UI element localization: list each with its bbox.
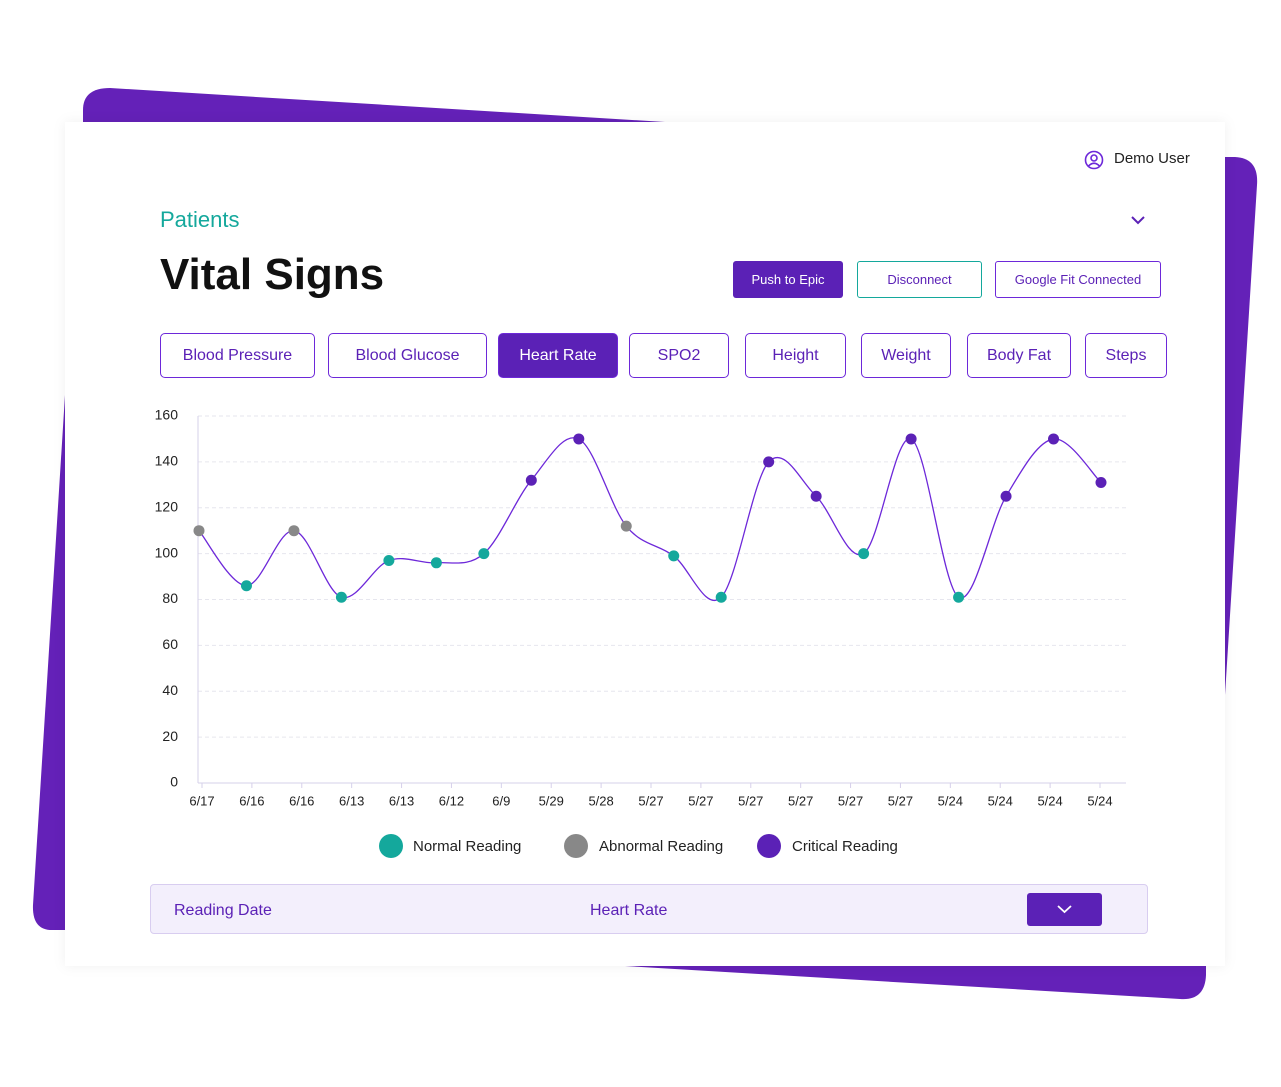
data-point [715,591,727,603]
x-tick-label: 6/16 [289,793,314,808]
data-point [858,548,870,560]
push-button[interactable]: Push to Epic [733,261,843,298]
tab[interactable]: Blood Glucose [328,333,487,378]
data-point [905,433,917,445]
data-point [668,550,680,562]
x-tick-label: 5/29 [539,793,564,808]
x-tick-label: 5/27 [688,793,713,808]
data-point [430,557,442,569]
legend-label: Normal Reading [413,838,521,855]
legend-swatch [379,834,403,858]
data-point [478,548,490,560]
tab[interactable]: SPO2 [629,333,729,378]
legend-swatch [564,834,588,858]
data-point [953,591,965,603]
x-tick-label: 5/28 [588,793,613,808]
tab[interactable]: Blood Pressure [160,333,315,378]
y-tick-label: 40 [162,682,178,698]
disconnect-button[interactable]: Disconnect [857,261,982,298]
x-tick-label: 5/27 [888,793,913,808]
tab[interactable]: Steps [1085,333,1167,378]
column-header[interactable]: Heart Rate [590,902,668,919]
chevron[interactable] [1130,214,1146,226]
data-point [193,525,205,537]
x-tick-label: 6/13 [389,793,414,808]
data-point [763,456,775,468]
x-tick-label: 5/24 [988,793,1013,808]
x-tick-label: 5/24 [1037,793,1062,808]
data-point [383,555,395,567]
tab[interactable]: Body Fat [967,333,1071,378]
data-point [525,474,537,486]
x-tick-label: 5/27 [788,793,813,808]
column-header[interactable]: Reading Date [174,902,272,919]
user-icon[interactable] [1083,149,1105,171]
tab[interactable]: Height [745,333,846,378]
tab[interactable]: Heart Rate [498,333,618,378]
x-tick-label: 5/24 [1087,793,1112,808]
y-tick-label: 140 [155,453,179,469]
x-tick-label: 5/27 [738,793,763,808]
x-tick-label: 6/9 [492,793,510,808]
x-tick-label: 5/24 [938,793,963,808]
table-header: Reading Date Heart Rate [150,884,1148,934]
tab[interactable]: Weight [861,333,951,378]
page-title: Vital Signs [160,250,385,299]
breadcrumb[interactable]: Patients [160,207,240,232]
y-tick-label: 80 [162,590,178,606]
data-point [620,520,632,532]
y-tick-label: 120 [155,498,179,514]
line [198,437,1102,601]
legend-label: Abnormal Reading [599,838,723,855]
data-point [573,433,585,445]
data-point [1048,433,1060,445]
x-tick-label: 6/13 [339,793,364,808]
legend-swatch [757,834,781,858]
x-tick-label: 6/17 [189,793,214,808]
data-point [1000,490,1012,502]
y-tick-label: 100 [155,544,179,560]
data-point [288,525,300,537]
legend-label: Critical Reading [792,838,898,855]
google-fit-button[interactable]: Google Fit Connected [995,261,1161,298]
data-point [335,591,347,603]
x-tick-label: 6/12 [439,793,464,808]
x-tick-label: 6/16 [239,793,264,808]
data-point [240,580,252,592]
x-tick-label: 5/27 [838,793,863,808]
y-tick-label: 20 [162,728,178,744]
y-tick-label: 160 [155,407,179,423]
chart: 0 20 40 60 80 100 120 140 160 6/17 6/16 6/16 6/13 6/1… [155,407,1126,858]
expand-button[interactable] [1027,893,1102,926]
x-tick-label: 5/27 [638,793,663,808]
user-name[interactable]: Demo User [1114,150,1190,167]
y-tick-label: 60 [162,636,178,652]
y-tick-label: 0 [170,774,178,790]
data-point [1095,477,1107,489]
data-point [810,490,822,502]
